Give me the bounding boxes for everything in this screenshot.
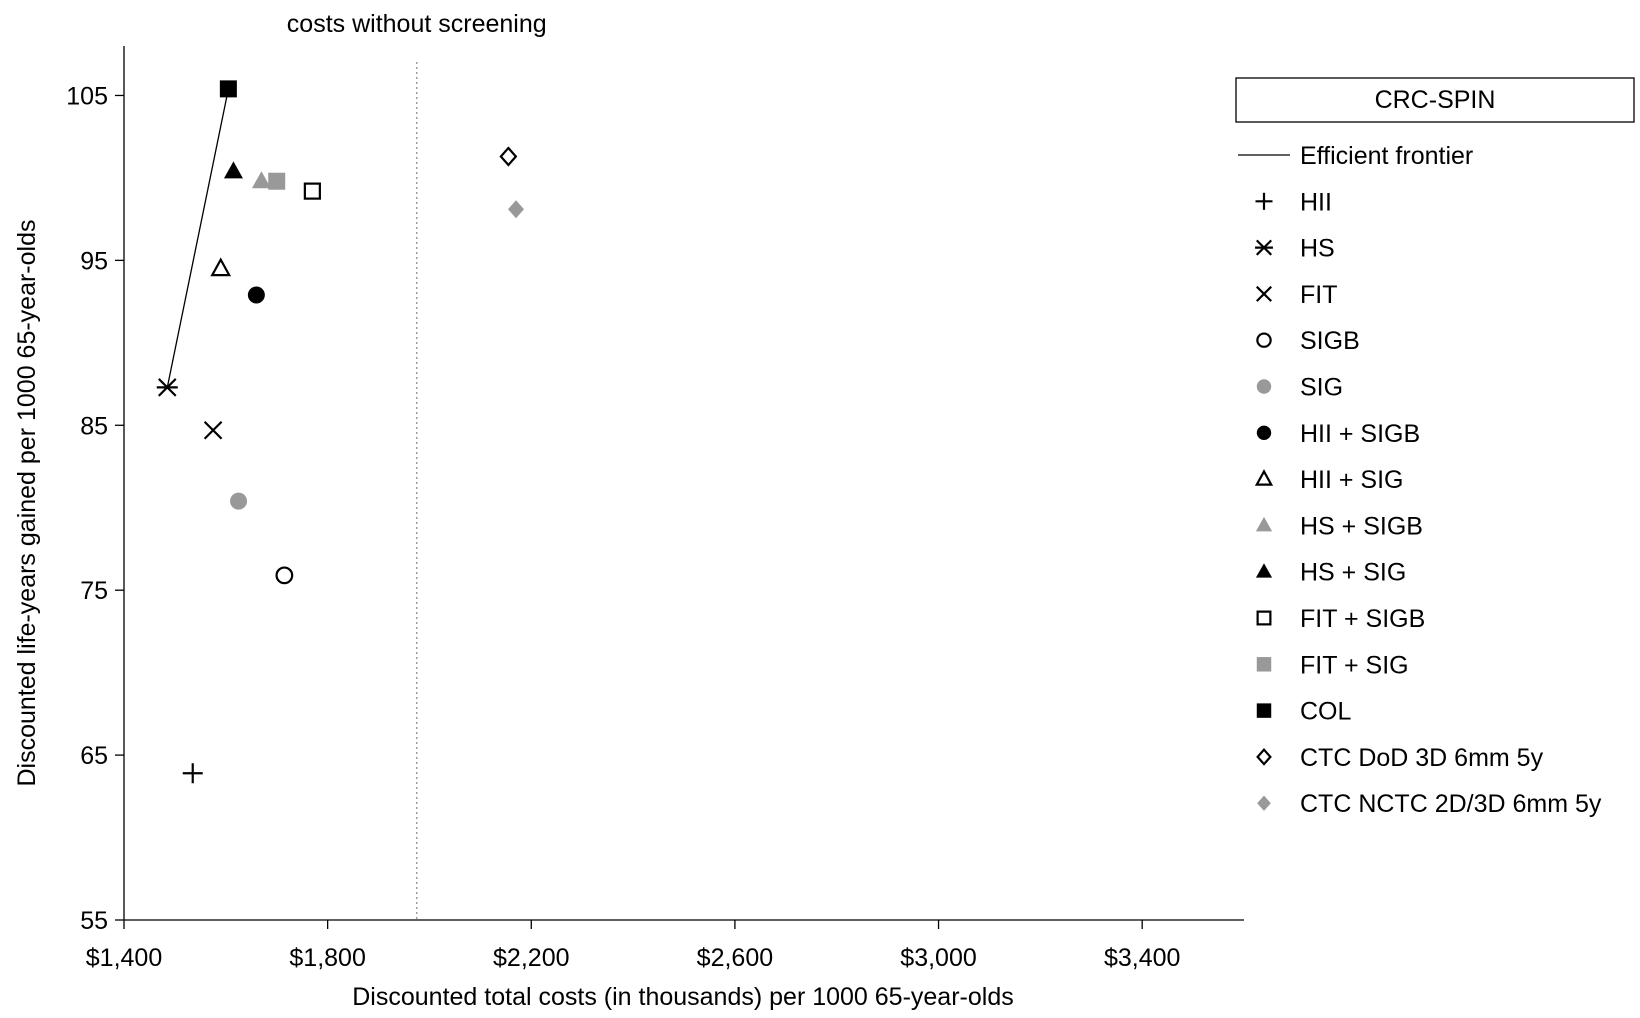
legend-swatch-ctc-nctc-2d-3d-6mm-5y xyxy=(1257,795,1271,811)
reference-line-label: costs without screening xyxy=(287,10,547,38)
legend-label-hs-sig: HS + SIG xyxy=(1300,559,1406,587)
point-sig xyxy=(230,492,248,510)
point-ctc-dod-3d-6mm-5y xyxy=(499,146,518,167)
data-points xyxy=(156,80,524,784)
legend-label-hii-sig: HII + SIG xyxy=(1300,466,1404,494)
point-ctc-nctc-2d-3d-6mm-5y xyxy=(508,200,524,219)
legend-label-col: COL xyxy=(1300,698,1352,726)
legend-label-fit-sig: FIT + SIG xyxy=(1300,651,1409,679)
y-tick-label: 95 xyxy=(80,247,108,275)
legend-swatch-sig xyxy=(1256,379,1272,394)
y-tick-label: 55 xyxy=(80,907,108,935)
legend: CRC-SPIN Efficient frontier HII HS FIT SIGB S… xyxy=(1235,77,1635,818)
legend-label-ctc-nctc-2d-3d-6mm-5y: CTC NCTC 2D/3D 6mm 5y xyxy=(1300,790,1602,818)
point-hii-sig xyxy=(210,257,232,277)
x-axis-label: Discounted total costs (in thousands) pe… xyxy=(352,983,1013,1011)
legend-label-ctc-dod-3d-6mm-5y: CTC DoD 3D 6mm 5y xyxy=(1300,744,1544,772)
y-tick-label: 75 xyxy=(80,577,108,605)
point-fit xyxy=(203,420,223,440)
efficient-frontier-line xyxy=(166,88,230,388)
legend-swatch-hs-sigb xyxy=(1255,516,1273,532)
x-tick-label: $2,200 xyxy=(493,944,569,972)
y-axis-label: Discounted life-years gained per 1000 65… xyxy=(13,220,41,787)
legend-label-sig: SIG xyxy=(1300,374,1343,402)
legend-swatch-fit-sigb xyxy=(1256,610,1272,626)
point-hii-sigb xyxy=(247,286,265,304)
x-tick-label: $3,000 xyxy=(900,944,976,972)
axes: 55 65 75 85 95 105 $1,400 $1,800 $2,200 $2,600 $3,… xyxy=(66,46,1244,972)
point-hii xyxy=(182,763,203,784)
point-fit-sigb xyxy=(303,182,321,200)
legend-swatch-fit xyxy=(1255,285,1273,302)
y-tick-label: 65 xyxy=(80,742,108,770)
legend-label-hii-sigb: HII + SIGB xyxy=(1300,420,1420,448)
legend-swatch-hii-sigb xyxy=(1256,425,1272,441)
x-tick-label: $3,400 xyxy=(1104,944,1180,972)
legend-label-hs-sigb: HS + SIGB xyxy=(1300,512,1423,540)
point-sigb xyxy=(275,566,294,585)
legend-label-sigb: SIGB xyxy=(1300,327,1360,355)
legend-swatch-ctc-dod-3d-6mm-5y xyxy=(1256,748,1272,766)
legend-title: CRC-SPIN xyxy=(1375,86,1496,114)
x-tick-label: $1,400 xyxy=(86,944,162,972)
legend-swatch-hii xyxy=(1255,192,1273,210)
legend-swatch-sigb xyxy=(1256,332,1272,348)
legend-swatch-hii-sig xyxy=(1254,469,1274,486)
legend-label-hs: HS xyxy=(1300,235,1335,263)
reference-line-group: costs without screening xyxy=(287,10,547,920)
y-tick-label: 85 xyxy=(80,412,108,440)
legend-swatch-hs xyxy=(1255,239,1273,256)
legend-title-box xyxy=(1235,77,1635,123)
point-fit-sig xyxy=(268,172,286,190)
point-hs-sigb xyxy=(251,171,271,189)
legend-label-hii: HII xyxy=(1300,188,1332,216)
legend-label-fit-sigb: FIT + SIGB xyxy=(1300,605,1425,633)
legend-label-fit: FIT xyxy=(1300,281,1338,309)
point-hs xyxy=(156,378,178,397)
efficient-frontier-group xyxy=(166,88,230,388)
x-tick-label: $1,800 xyxy=(289,944,365,972)
legend-swatch-fit-sig xyxy=(1256,657,1272,672)
point-col xyxy=(219,80,237,98)
y-tick-label: 105 xyxy=(66,82,108,110)
legend-swatch-hs-sig xyxy=(1255,563,1273,578)
x-tick-label: $2,600 xyxy=(697,944,773,972)
legend-label-efficient-frontier: Efficient frontier xyxy=(1300,142,1473,170)
point-hs-sig xyxy=(223,161,243,179)
legend-swatch-col xyxy=(1256,703,1272,718)
